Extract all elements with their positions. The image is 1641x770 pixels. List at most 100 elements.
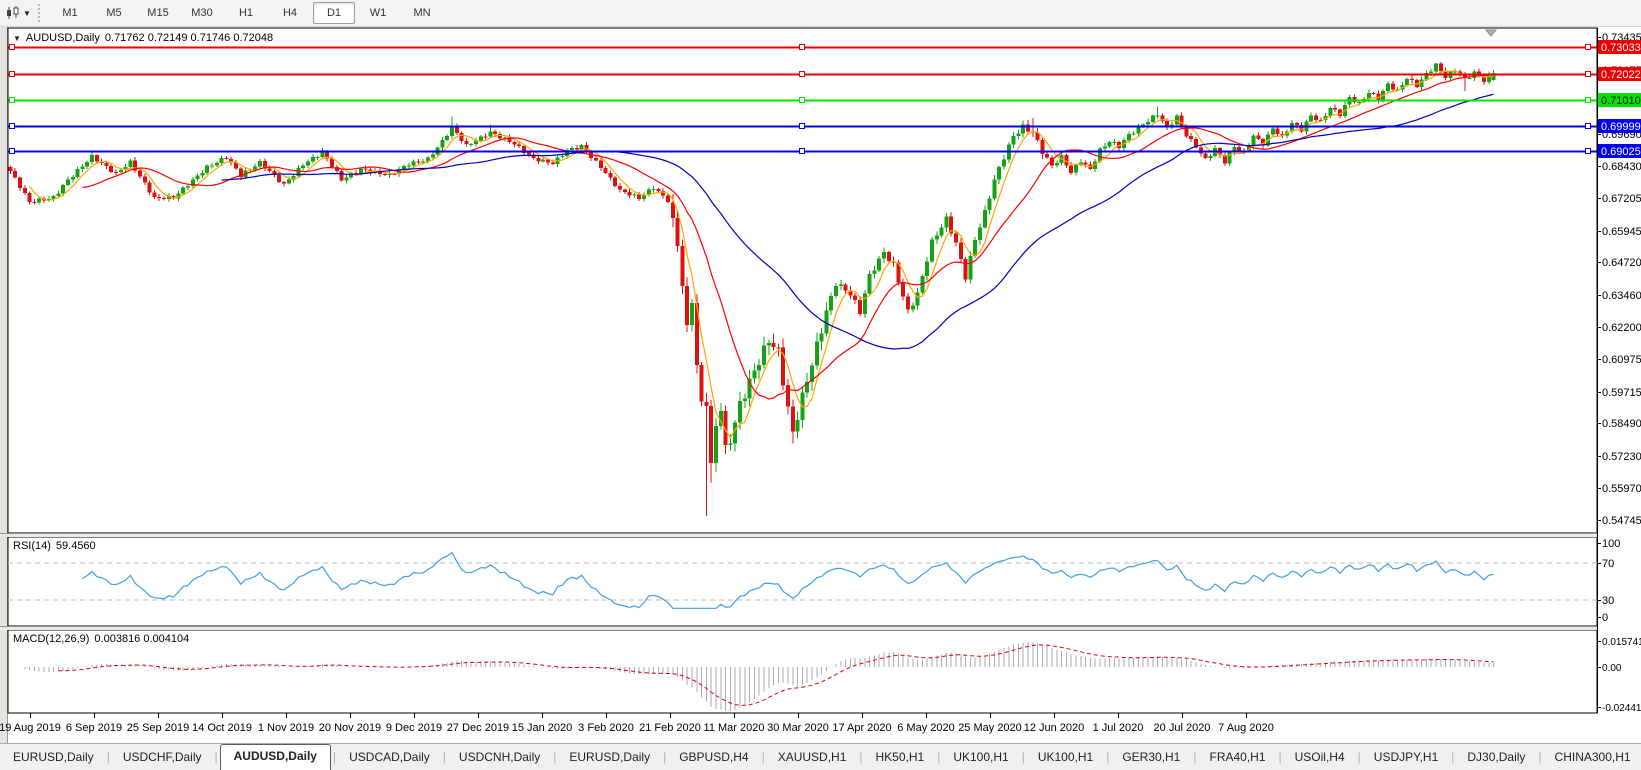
time-tick-label: 9 Dec 2019 [386, 722, 442, 734]
candle-body [162, 197, 166, 200]
panel-splitter[interactable] [0, 533, 1641, 537]
timeframe-button-m5[interactable]: M5 [106, 7, 122, 19]
candle-body [958, 242, 963, 259]
tab-uk100-h1[interactable]: UK100,H1 [1037, 750, 1094, 764]
chart-indicator-icon[interactable]: ▼ [3, 3, 33, 23]
time-tick-label: 25 Sep 2019 [127, 722, 189, 734]
candle-body [502, 137, 507, 139]
line-handle[interactable] [9, 123, 15, 129]
tab-usdcnh-daily[interactable]: USDCNH,Daily [458, 750, 541, 764]
timeframe-button-m15[interactable]: M15 [147, 7, 169, 19]
tab-divider: | [332, 750, 337, 764]
candle-body [733, 422, 738, 444]
candle-body [272, 171, 277, 175]
candle-body [1011, 136, 1016, 145]
candle-body [1251, 135, 1256, 147]
tab-china300-h1[interactable]: CHINA300,H1 [1554, 750, 1631, 764]
candle-body [978, 227, 982, 240]
candle-body [973, 240, 978, 256]
candle-body [70, 176, 75, 180]
candle-body [1208, 155, 1213, 158]
timeframe-button-m1[interactable]: M1 [62, 7, 78, 19]
line-handle[interactable] [9, 71, 15, 77]
candle-body [1357, 102, 1362, 104]
candle-body [90, 155, 94, 163]
price-tick-label: 0.54745 [1602, 515, 1641, 527]
symbol-dropdown-icon[interactable]: ▼ [13, 33, 21, 43]
time-tick-label: 17 Apr 2020 [832, 722, 891, 734]
timeframe-button-h4[interactable]: H4 [282, 7, 298, 19]
candle-body [694, 303, 699, 366]
candle-body [51, 196, 56, 199]
line-handle[interactable] [799, 97, 805, 103]
tab-eurusd-daily[interactable]: EURUSD,Daily [13, 750, 94, 764]
price-line-chip-0.73033 [1598, 40, 1641, 54]
timeframe-button-mn[interactable]: MN [413, 7, 431, 19]
candle-body [406, 165, 411, 167]
candle-body [219, 158, 224, 163]
tab-usdjpy-h1[interactable]: USDJPY,H1 [1373, 750, 1439, 764]
candle-body [536, 157, 541, 162]
line-handle[interactable] [799, 44, 805, 50]
candle-body [200, 172, 205, 176]
price-axis[interactable] [1597, 28, 1641, 713]
line-handle[interactable] [799, 148, 805, 154]
candle-body [214, 162, 219, 166]
macd-tick-label: 0.00 [1602, 663, 1622, 674]
candle-body [877, 258, 882, 271]
timeframe-button-w1[interactable]: W1 [369, 7, 387, 19]
candle-body [531, 154, 536, 158]
timeframe-button-m30[interactable]: M30 [191, 7, 213, 19]
tab-ger30-h1[interactable]: GER30,H1 [1122, 750, 1181, 764]
time-axis[interactable] [8, 714, 1641, 742]
candle-body [330, 158, 334, 168]
line-handle[interactable] [1585, 71, 1591, 77]
tab-usdchf-daily[interactable]: USDCHF,Daily [122, 750, 202, 764]
tab-fra40-h1[interactable]: FRA40,H1 [1209, 750, 1266, 764]
candle-body [1155, 115, 1160, 117]
tab-dj30-daily[interactable]: DJ30,Daily [1467, 750, 1526, 764]
tab-usoil-h4[interactable]: USOil,H4 [1294, 750, 1345, 764]
tab-uk100-h1[interactable]: UK100,H1 [953, 750, 1009, 764]
tab-hk50-h1[interactable]: HK50,H1 [875, 750, 925, 764]
candle-body [704, 401, 709, 407]
time-tick-label: 21 Feb 2020 [639, 722, 701, 734]
line-handle[interactable] [9, 148, 15, 154]
line-handle[interactable] [1585, 148, 1591, 154]
candle-body [1136, 126, 1141, 134]
line-handle[interactable] [799, 123, 805, 129]
panel-splitter[interactable] [0, 626, 1641, 630]
line-handle[interactable] [9, 44, 15, 50]
window-left-edge [0, 26, 7, 743]
candle-body [627, 191, 632, 196]
candle-body [1386, 83, 1390, 91]
candle-body [517, 144, 522, 146]
tab-xauusd-h1[interactable]: XAUUSD,H1 [777, 750, 847, 764]
tab-gbpusd-h4[interactable]: GBPUSD,H4 [679, 750, 749, 764]
timeframe-button-d1[interactable]: D1 [313, 2, 355, 24]
candle-body [781, 347, 786, 386]
line-handle[interactable] [1585, 123, 1591, 129]
candle-body [814, 341, 819, 366]
line-handle[interactable] [1585, 44, 1591, 50]
candle-body [61, 185, 66, 194]
line-handle[interactable] [9, 97, 15, 103]
candle-body [253, 166, 258, 170]
tab-divider: | [1451, 750, 1455, 764]
candle-body [109, 166, 114, 172]
candle-body [622, 189, 627, 192]
candle-body [613, 177, 618, 187]
candle-body [1179, 115, 1184, 126]
tab-divider: | [106, 750, 110, 764]
timeframe-button-h1[interactable]: H1 [238, 7, 254, 19]
chart-shift-marker [1484, 29, 1498, 37]
tab-divider: | [1193, 750, 1197, 764]
line-handle[interactable] [1585, 97, 1591, 103]
tab-audusd-daily[interactable]: AUDUSD,Daily [219, 744, 331, 770]
price-line-chip-label: 0.69999 [1601, 121, 1641, 133]
macd-name: MACD(12,26,9) [13, 633, 90, 645]
line-handle[interactable] [799, 71, 805, 77]
tab-usdcad-daily[interactable]: USDCAD,Daily [349, 750, 430, 764]
tab-eurusd-daily[interactable]: EURUSD,Daily [569, 750, 651, 764]
